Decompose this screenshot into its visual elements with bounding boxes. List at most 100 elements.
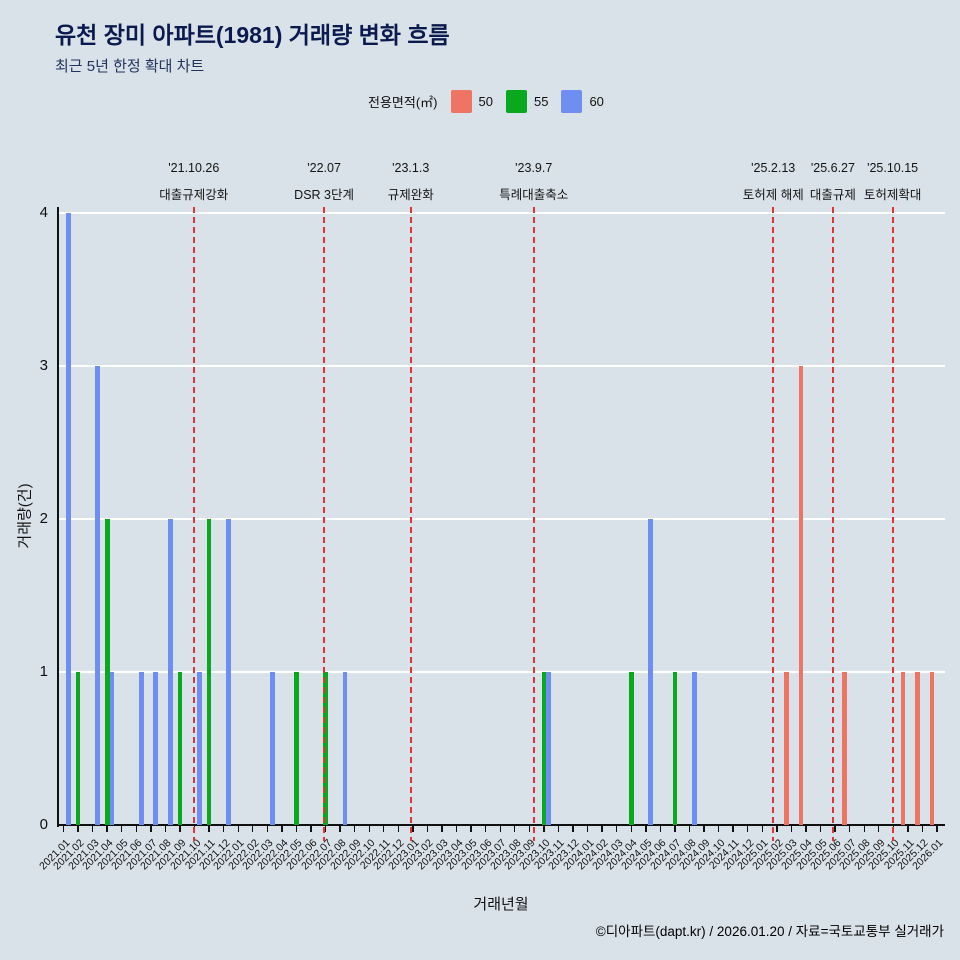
x-tick <box>921 826 924 832</box>
bar <box>197 672 202 825</box>
bar <box>206 519 212 825</box>
bar <box>138 672 144 825</box>
annotation-date: '22.07 <box>307 161 341 175</box>
x-tick <box>121 826 123 832</box>
y-tick-label: 1 <box>39 663 48 680</box>
legend-swatch-icon <box>561 90 583 113</box>
legend-items: 50 55 60 <box>450 90 604 113</box>
annotation-label: 규제완화 <box>387 188 434 202</box>
bar <box>323 672 328 825</box>
bar <box>109 672 115 825</box>
annotation-date: '25.10.15 <box>867 161 919 175</box>
bar <box>342 672 348 825</box>
annotation-label: 토허제 해제 <box>742 188 804 202</box>
annotation-line <box>323 207 326 841</box>
bar <box>167 519 173 825</box>
legend-item-label: 50 <box>478 94 493 109</box>
x-tick <box>586 826 589 832</box>
x-tick <box>179 826 181 832</box>
legend-swatch-icon <box>505 90 527 113</box>
x-tick <box>630 826 632 832</box>
annotation-date: '25.6.27 <box>810 161 855 175</box>
annotation-line <box>532 207 535 841</box>
x-tick <box>761 826 763 832</box>
x-tick <box>557 826 560 832</box>
bar <box>546 672 552 825</box>
x-tick <box>732 826 734 832</box>
x-tick <box>62 826 65 832</box>
bar <box>226 519 231 825</box>
annotation-line <box>891 207 894 841</box>
bar <box>784 672 789 825</box>
x-tick <box>863 826 865 832</box>
annotation-label: DSR 3단계 <box>294 188 355 202</box>
x-tick <box>455 826 458 832</box>
x-tick <box>77 826 79 832</box>
x-tick <box>208 826 210 832</box>
legend-item-label: 60 <box>589 94 604 109</box>
gridline <box>57 518 945 520</box>
x-tick <box>397 826 400 832</box>
annotation-label: 특례대출축소 <box>499 188 569 202</box>
page-subtitle: 최근 5년 한정 확대 차트 <box>55 58 205 75</box>
bar <box>104 519 110 825</box>
bar <box>541 672 547 825</box>
x-tick <box>703 826 705 832</box>
annotation-date: '23.1.3 <box>392 161 430 175</box>
annotation-line <box>192 207 195 841</box>
legend-swatch-icon <box>450 90 472 113</box>
x-tick <box>601 826 603 832</box>
y-axis-title: 거래량(건) <box>16 483 34 549</box>
annotation-line <box>831 207 834 841</box>
x-tick <box>426 826 429 832</box>
bar <box>66 213 71 825</box>
x-tick <box>412 826 414 832</box>
x-axis-title: 거래년월 <box>473 896 529 913</box>
annotation-label: 대출규제 <box>809 188 856 202</box>
x-tick <box>499 826 501 832</box>
x-tick <box>222 826 225 832</box>
x-tick <box>310 826 312 832</box>
annotation-date: '25.2.13 <box>751 161 796 175</box>
gridline <box>57 212 945 214</box>
bar <box>648 519 654 825</box>
x-tick <box>339 826 341 832</box>
x-tick <box>237 826 239 832</box>
x-tick <box>324 826 327 832</box>
y-tick-label: 0 <box>39 816 48 833</box>
annotation-label: 대출규제강화 <box>159 188 229 202</box>
x-tick <box>91 826 94 832</box>
x-tick <box>717 826 720 832</box>
x-tick <box>747 826 749 832</box>
y-tick-label: 2 <box>39 510 48 527</box>
bar <box>842 672 848 825</box>
bar <box>915 672 920 825</box>
bar <box>269 672 275 825</box>
legend-item-label: 55 <box>533 94 549 109</box>
annotation-line <box>409 207 412 841</box>
x-tick <box>514 826 516 832</box>
y-tick-label: 4 <box>39 204 48 221</box>
legend: 전용면적(㎡) 50 55 60 <box>368 90 604 113</box>
annotation-line <box>772 207 775 841</box>
bar <box>75 672 81 825</box>
annotation-date: '21.10.26 <box>168 161 220 175</box>
bar <box>294 672 299 825</box>
x-tick <box>281 826 283 832</box>
x-tick <box>805 826 807 832</box>
x-tick <box>790 826 793 832</box>
annotation-label: 토허제확대 <box>863 188 922 202</box>
x-tick <box>528 826 531 832</box>
legend-item-60: 60 <box>561 90 604 113</box>
gridline <box>57 365 945 367</box>
x-tick <box>150 826 152 832</box>
x-tick <box>353 826 356 832</box>
x-tick <box>543 826 545 832</box>
bar <box>900 672 906 825</box>
bar <box>153 672 159 825</box>
legend-label: 전용면적(㎡) <box>368 95 438 110</box>
x-tick <box>674 826 676 832</box>
x-tick <box>688 826 691 832</box>
